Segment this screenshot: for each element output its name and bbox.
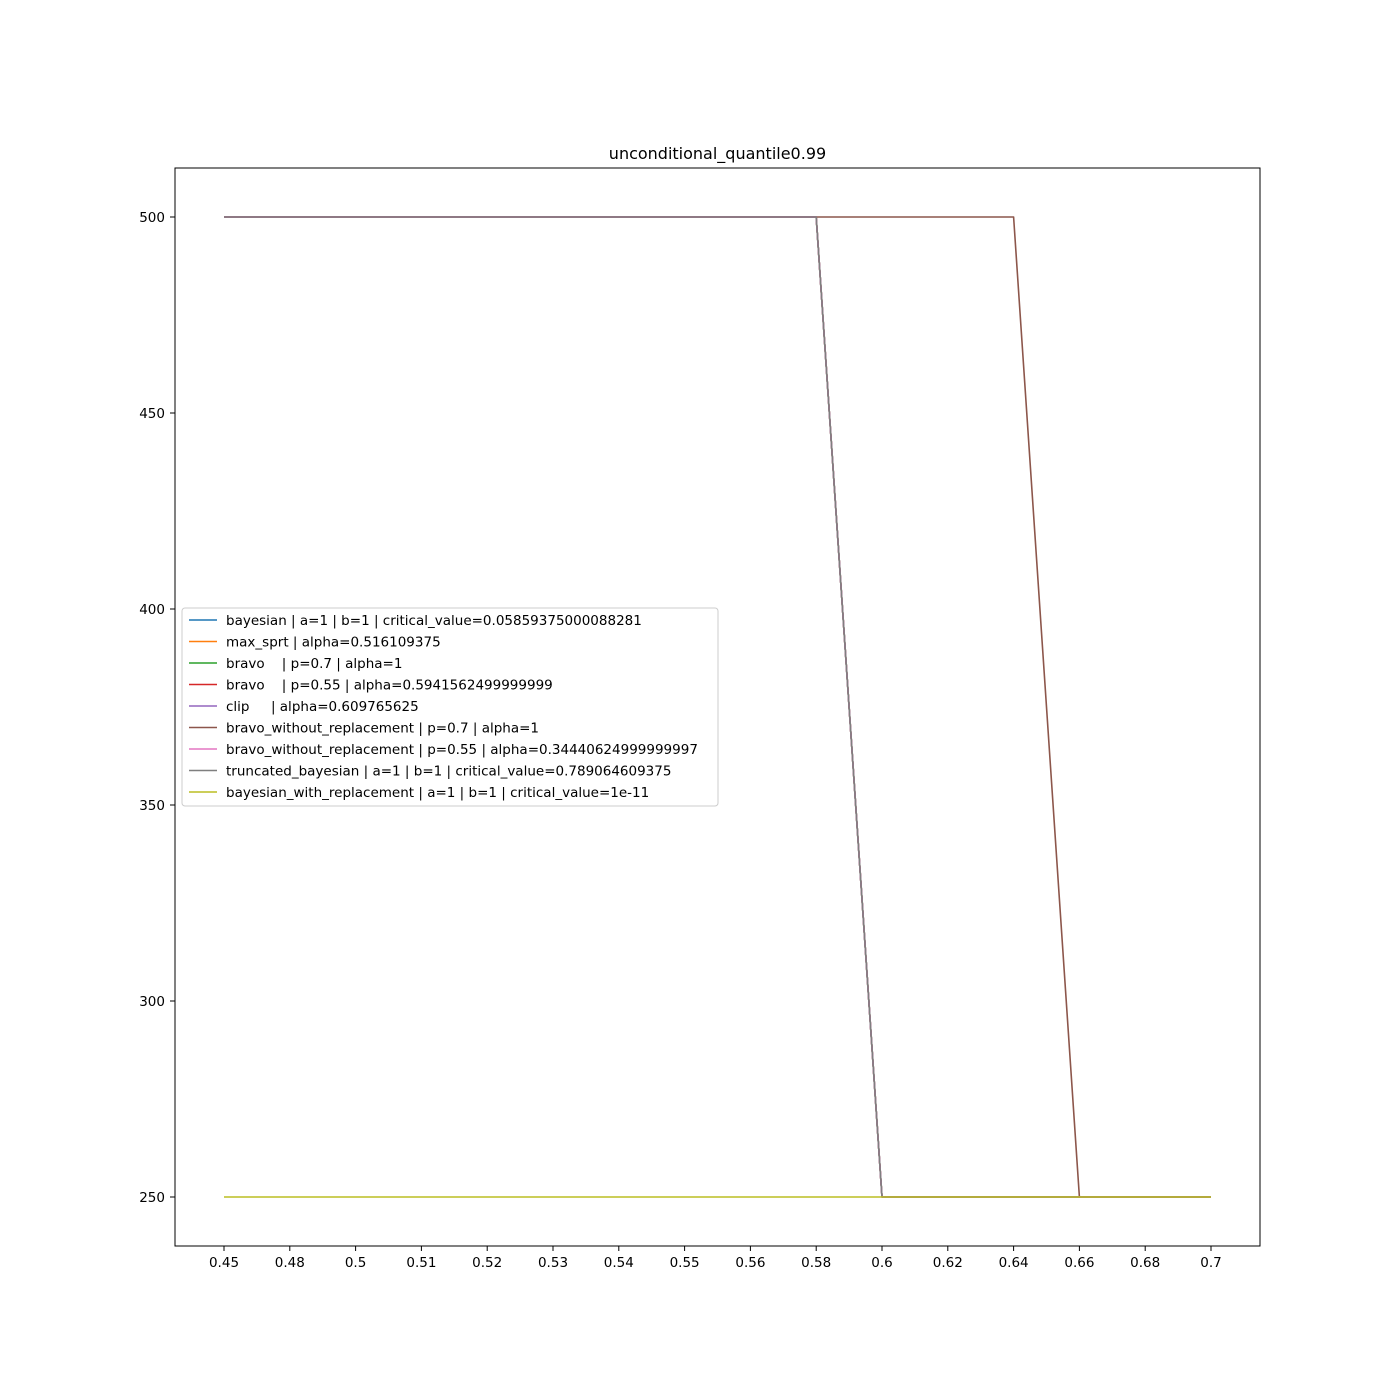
legend-label: bayesian_with_replacement | a=1 | b=1 | …: [226, 785, 649, 801]
x-tick-label: 0.6: [871, 1255, 892, 1271]
x-tick-label: 0.62: [933, 1255, 963, 1271]
x-tick-label: 0.56: [735, 1255, 765, 1271]
y-tick-label: 500: [139, 210, 165, 226]
legend-box: [181, 607, 719, 807]
x-tick-label: 0.54: [604, 1255, 634, 1271]
legend-label: bravo | p=0.7 | alpha=1: [226, 656, 402, 672]
chart-title: unconditional_quantile0.99: [609, 144, 826, 164]
x-tick-label: 0.66: [1064, 1255, 1094, 1271]
legend-entry: bravo | p=0.55 | alpha=0.594156249999999…: [189, 678, 553, 694]
y-tick-label: 350: [139, 798, 165, 814]
y-tick-label: 250: [139, 1190, 165, 1206]
x-tick-label: 0.45: [209, 1255, 239, 1271]
x-tick-label: 0.5: [345, 1255, 366, 1271]
legend-entry: bravo | p=0.7 | alpha=1: [189, 656, 402, 672]
x-tick-label: 0.53: [538, 1255, 568, 1271]
legend-label: max_sprt | alpha=0.516109375: [226, 635, 441, 651]
legend-label: bravo | p=0.55 | alpha=0.594156249999999…: [226, 678, 553, 694]
legend-label: clip | alpha=0.609765625: [226, 699, 419, 715]
x-tick-label: 0.48: [275, 1255, 305, 1271]
y-tick-label: 400: [139, 602, 165, 618]
legend-label: bravo_without_replacement | p=0.55 | alp…: [226, 742, 698, 758]
legend-entry: truncated_bayesian | a=1 | b=1 | critica…: [189, 764, 671, 780]
x-axis: 0.45 0.48 0.5 0.51 0.52 0.53 0.54 0.55 0.56 0.58 0…: [209, 1246, 1222, 1271]
legend-entry: clip | alpha=0.609765625: [189, 699, 419, 715]
x-tick-label: 0.64: [999, 1255, 1029, 1271]
x-tick-label: 0.52: [472, 1255, 502, 1271]
legend-entry: bravo_without_replacement | p=0.7 | alph…: [189, 721, 539, 737]
legend-entry: bravo_without_replacement | p=0.55 | alp…: [189, 742, 698, 758]
series-lines: [224, 216, 1211, 1198]
legend-entry: bayesian_with_replacement | a=1 | b=1 | …: [189, 785, 649, 801]
x-tick-label: 0.7: [1200, 1255, 1221, 1271]
plot-frame: [174, 167, 1261, 1247]
legend-entry: max_sprt | alpha=0.516109375: [189, 635, 441, 651]
x-tick-label: 0.55: [670, 1255, 700, 1271]
legend-entry: bayesian | a=1 | b=1 | critical_value=0.…: [189, 613, 642, 629]
y-tick-label: 450: [139, 406, 165, 422]
legend-label: truncated_bayesian | a=1 | b=1 | critica…: [226, 764, 671, 780]
legend-label: bayesian | a=1 | b=1 | critical_value=0.…: [226, 613, 642, 629]
x-tick-label: 0.51: [406, 1255, 436, 1271]
y-tick-label: 300: [139, 994, 165, 1010]
y-axis: 250 300 350 400 450 500: [139, 210, 175, 1206]
legend-label: bravo_without_replacement | p=0.7 | alph…: [226, 721, 539, 737]
x-tick-label: 0.68: [1130, 1255, 1160, 1271]
legend: bayesian | a=1 | b=1 | critical_value=0.…: [181, 607, 719, 807]
x-tick-label: 0.58: [801, 1255, 831, 1271]
